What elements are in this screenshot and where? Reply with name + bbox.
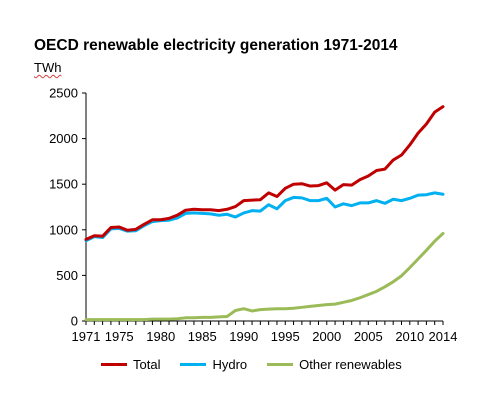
x-tick-label: 1971 (72, 329, 101, 344)
series-line-other-renewables (84, 231, 445, 322)
chart-series (84, 105, 445, 322)
series-line-hydro (84, 191, 445, 243)
y-tick-label: 1500 (49, 177, 78, 192)
legend-swatch-other-renewables (267, 362, 294, 366)
legend-label-other-renewables: Other renewables (299, 356, 402, 372)
chart-legend: Total Hydro Other renewables (101, 355, 422, 373)
legend-label-total: Total (133, 356, 161, 372)
x-tick-label: 2010 (395, 329, 424, 344)
x-tick-label: 1995 (271, 329, 300, 344)
y-tick-label: 2000 (49, 131, 78, 146)
x-tick-label: 1980 (146, 329, 175, 344)
x-tick-label: 2014 (429, 329, 458, 344)
x-tick-label: 2005 (354, 329, 383, 344)
series-line-total (84, 105, 445, 241)
y-tick-label: 500 (56, 268, 78, 283)
chart-title: OECD renewable electricity generation 19… (34, 37, 398, 54)
legend-swatch-total (101, 362, 127, 366)
x-tick-label: 1990 (229, 329, 258, 344)
y-tick-label: 1000 (49, 222, 78, 237)
legend-item-other-renewables: Other renewables (267, 357, 402, 372)
legend-swatch-hydro (180, 362, 207, 366)
legend-item-hydro: Hydro (180, 357, 247, 372)
y-axis-unit-label: TWh (34, 60, 62, 75)
x-tick-label: 2000 (312, 329, 341, 344)
y-tick-label: 0 (71, 314, 78, 329)
x-tick-label: 1985 (188, 329, 217, 344)
chart-axes: 0 500 1000 1500 2000 2500 1971 1975 1980 1985 1990… (49, 86, 457, 345)
y-tick-label: 2500 (49, 86, 78, 101)
legend-item-total: Total (101, 357, 160, 372)
legend-label-hydro: Hydro (212, 356, 248, 372)
x-tick-label: 1975 (105, 329, 134, 344)
